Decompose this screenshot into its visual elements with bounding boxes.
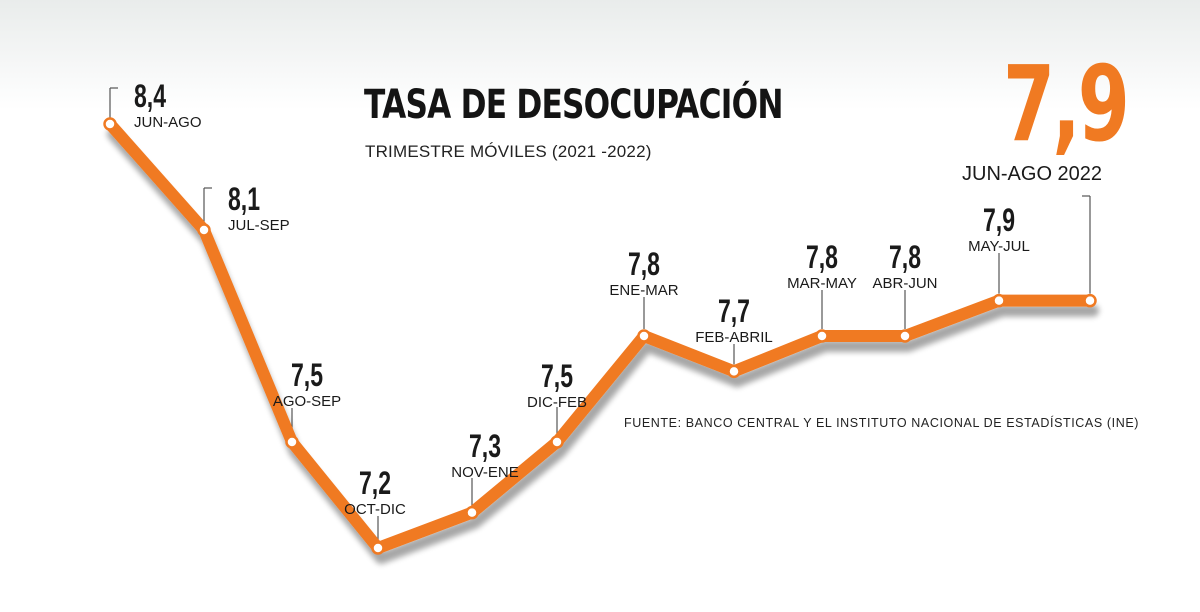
value-label-1: 8,4 bbox=[134, 78, 166, 114]
category-label-8: FEB-ABRIL bbox=[695, 329, 773, 346]
value-label-6: 7,5 bbox=[541, 358, 573, 394]
value-label-11: 7,9 bbox=[983, 202, 1015, 238]
data-point-4 bbox=[371, 541, 385, 555]
value-label-2: 8,1 bbox=[228, 181, 260, 217]
highlight-period: JUN-AGO 2022 bbox=[962, 163, 1103, 185]
data-point-8 bbox=[727, 364, 741, 379]
category-label-2: JUL-SEP bbox=[228, 217, 290, 234]
data-point-10 bbox=[898, 329, 912, 343]
category-label-1: JUN-AGO bbox=[134, 114, 202, 131]
value-label-4: 7,2 bbox=[359, 465, 391, 501]
chart-subtitle: TRIMESTRE MÓVILES (2021 -2022) bbox=[365, 142, 652, 161]
value-label-10: 7,8 bbox=[889, 239, 921, 275]
category-label-3: AGO-SEP bbox=[273, 393, 341, 410]
value-label-8: 7,7 bbox=[718, 293, 750, 329]
category-label-10: ABR-JUN bbox=[872, 275, 937, 292]
category-label-7: ENE-MAR bbox=[609, 282, 678, 299]
category-label-11: MAY-JUL bbox=[968, 238, 1030, 255]
data-point-7 bbox=[637, 329, 651, 343]
chart-title: TASA DE DESOCUPACIÓN bbox=[364, 82, 783, 128]
category-label-5: NOV-ENE bbox=[451, 464, 519, 481]
data-point-9 bbox=[815, 329, 829, 343]
category-label-6: DIC-FEB bbox=[527, 394, 587, 411]
series-line bbox=[104, 118, 1096, 554]
data-point-2 bbox=[197, 223, 211, 237]
value-label-5: 7,3 bbox=[469, 428, 501, 464]
label-leader-lines bbox=[109, 87, 1091, 541]
category-label-9: MAR-MAY bbox=[787, 275, 857, 292]
data-point-6 bbox=[550, 435, 564, 449]
highlight-value: 7,9 bbox=[1003, 43, 1130, 165]
value-label-9: 7,8 bbox=[806, 239, 838, 275]
data-point-5 bbox=[465, 505, 479, 520]
data-labels: 8,4JUN-AGO8,1JUL-SEP7,5AGO-SEP7,2OCT-DIC… bbox=[134, 78, 1030, 518]
value-label-7: 7,8 bbox=[628, 246, 660, 282]
data-point-markers bbox=[103, 117, 1097, 555]
data-point-11 bbox=[992, 293, 1006, 308]
value-label-3: 7,5 bbox=[291, 357, 323, 393]
data-point-1 bbox=[103, 117, 117, 131]
data-point-3 bbox=[285, 435, 299, 449]
category-label-4: OCT-DIC bbox=[344, 501, 406, 518]
source-note: FUENTE: BANCO CENTRAL Y EL INSTITUTO NAC… bbox=[624, 416, 1140, 430]
data-point-12 bbox=[1083, 293, 1097, 308]
